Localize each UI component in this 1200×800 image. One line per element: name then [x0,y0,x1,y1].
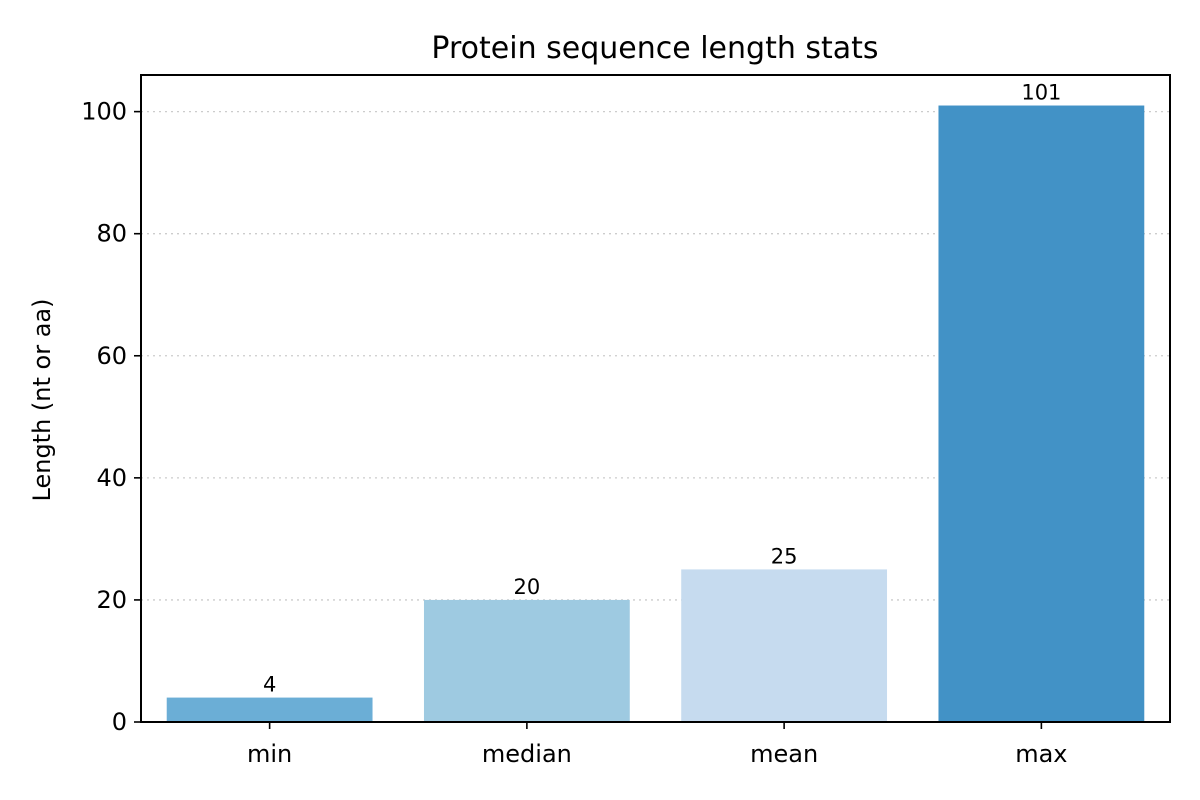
value-labels: 4 20 25 101 [263,81,1061,697]
value-label-min: 4 [263,673,276,697]
y-axis-label: Length (nt or aa) [28,299,56,502]
value-label-max: 101 [1021,81,1061,105]
y-axis: 0 20 40 60 80 100 [81,98,141,736]
y-tick-label: 40 [96,464,127,492]
value-label-median: 20 [514,575,541,599]
value-label-mean: 25 [771,544,798,568]
plot-frame [140,74,1171,723]
bar-max [938,105,1145,723]
x-axis: min median mean max [247,722,1068,768]
bar-median [423,599,630,722]
bar-mean [681,569,888,722]
x-tick-label-max: max [1015,740,1067,768]
y-tick-label: 60 [96,342,127,370]
x-tick-label-mean: mean [750,740,818,768]
y-tick-label: 80 [96,220,127,248]
chart-title: Protein sequence length stats [431,31,878,66]
y-tick-label: 100 [81,98,127,126]
x-tick-label-min: min [247,740,292,768]
x-tick-label-median: median [482,740,572,768]
bars [166,105,1145,723]
y-tick-label: 0 [112,708,127,736]
y-tick-label: 20 [96,586,127,614]
bar-min [166,697,373,722]
